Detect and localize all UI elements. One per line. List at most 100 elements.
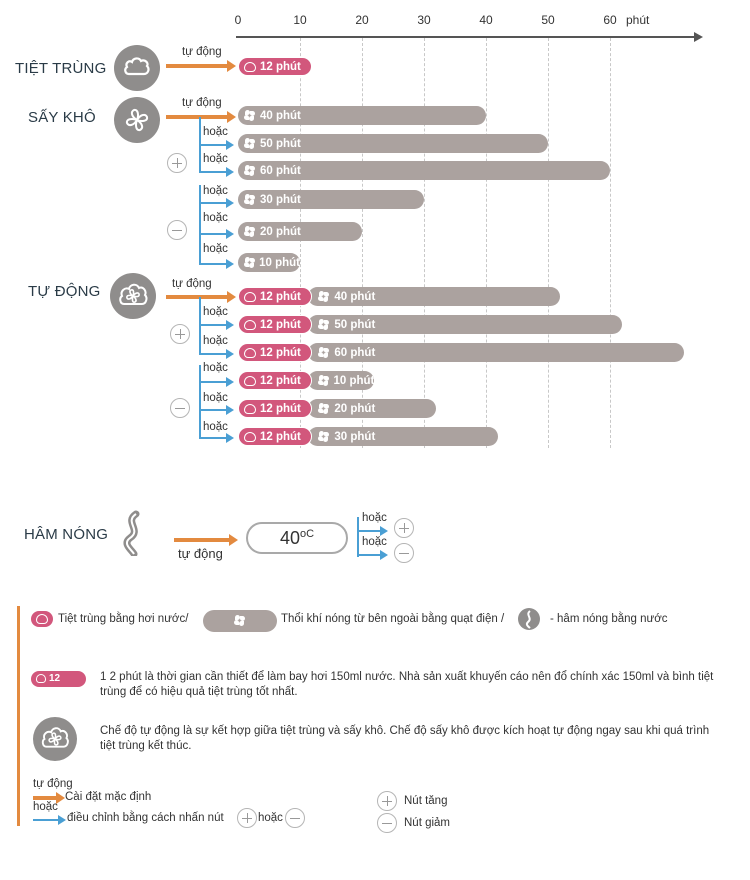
or-label: hoặc (203, 335, 228, 347)
mode-say-kho-label: SẤY KHÔ (28, 109, 96, 126)
auto-label: tự động (182, 97, 222, 109)
plus-button[interactable] (167, 153, 187, 173)
auto-arrow (166, 64, 228, 68)
or-arrowhead (226, 198, 234, 208)
auto-arrow (166, 295, 228, 299)
steam-bar: 12 phút (238, 343, 313, 362)
mins-explanation: 1 2 phút là thời gian cần thiết để làm b… (100, 671, 714, 698)
steam-bar: 12 phút (238, 57, 313, 76)
fan-icon (318, 374, 330, 387)
minus-button[interactable] (394, 543, 414, 563)
minus-button-label: Nút giảm (404, 817, 451, 829)
or-arrow (33, 819, 59, 821)
or-text: hoặc (258, 812, 283, 824)
dry-bar: 30 phút (308, 427, 499, 446)
dry-bar: 20 phút (308, 399, 437, 418)
or-branch-line (357, 517, 359, 557)
steam-bar: 12 phút (238, 287, 313, 306)
steam-bar: 12 phút (238, 399, 313, 418)
or-label: hoặc (203, 185, 228, 197)
or-arrow (199, 144, 227, 146)
or-arrowhead (380, 550, 388, 560)
auto-label: tự động (172, 278, 212, 290)
steam-icon (244, 403, 256, 414)
auto-mode-icon (110, 273, 156, 319)
or-arrow (199, 409, 227, 411)
or-branch-line (199, 297, 201, 355)
or-arrow (199, 437, 227, 439)
axis-tick-label: 60 (603, 13, 617, 27)
or-arrowhead (226, 349, 234, 359)
axis-tick-label: 50 (541, 13, 555, 27)
axis-tick-label: 30 (417, 13, 431, 27)
fan-legend-swatch (203, 610, 277, 632)
or-arrow (199, 263, 227, 265)
warm-legend-icon (518, 608, 540, 630)
default-setting-text: Cài đặt mặc định (65, 791, 152, 803)
or-branch-line (199, 365, 201, 437)
axis-unit: phút (626, 13, 650, 27)
plus-button[interactable] (237, 808, 257, 828)
grid-line (300, 38, 301, 448)
fan-icon (318, 290, 330, 303)
axis-tick-label: 10 (293, 13, 307, 27)
mode-tiet-trung-label: TIỆT TRÙNG (15, 60, 107, 77)
or-arrowhead (226, 405, 234, 415)
default-arrow (33, 796, 57, 800)
or-label: hoặc (33, 801, 58, 813)
or-arrow (199, 353, 227, 355)
axis-tick-label: 20 (355, 13, 369, 27)
or-arrowhead (226, 259, 234, 269)
or-label: hoặc (203, 306, 228, 318)
fan-icon (318, 346, 330, 359)
steam-legend-text: Tiệt trùng bằng hơi nước/ (58, 613, 189, 625)
or-arrowhead (226, 140, 234, 150)
fan-icon (318, 402, 330, 415)
fan-icon (244, 193, 256, 206)
or-label: hoặc (203, 243, 228, 255)
or-arrowhead (226, 320, 234, 330)
steam-icon (244, 61, 256, 72)
auto-arrow (174, 538, 230, 542)
plus-button[interactable] (394, 518, 414, 538)
steam-icon (244, 431, 256, 442)
minus-button[interactable] (285, 808, 305, 828)
grid-line (548, 38, 549, 448)
steam-mode-icon (114, 45, 160, 91)
minus-legend-icon (377, 813, 397, 833)
or-arrowhead (226, 433, 234, 443)
or-arrowhead (226, 229, 234, 239)
auto-label: tự động (182, 46, 222, 58)
dry-bar: 10 phút (308, 371, 375, 390)
auto-explanation: Chế độ tự động là sự kết hợp giữa tiệt t… (100, 725, 710, 752)
dry-bar: 50 phút (308, 315, 623, 334)
fan-icon (244, 256, 255, 269)
auto-arrowhead (227, 60, 236, 72)
fan-icon (234, 615, 246, 627)
steam-bar: 12 phút (238, 371, 313, 390)
fan-icon (244, 109, 256, 122)
auto-arrowhead (227, 291, 236, 303)
steam-icon (36, 674, 46, 683)
grid-line (486, 38, 487, 448)
or-arrow (199, 171, 227, 173)
auto-legend-icon (33, 717, 77, 761)
or-arrow (199, 381, 227, 383)
or-branch-line (199, 185, 201, 265)
minus-button[interactable] (167, 220, 187, 240)
or-arrow (199, 233, 227, 235)
adjust-text: điều chỉnh bằng cách nhấn nút (67, 812, 224, 824)
dry-bar: 50 phút (238, 134, 548, 153)
fan-legend-text: Thổi khí nóng từ bên ngoài bằng quạt điệ… (281, 613, 505, 625)
fan-icon (244, 225, 256, 238)
or-label: hoặc (203, 153, 228, 165)
steam-icon (244, 375, 256, 386)
plus-button[interactable] (170, 324, 190, 344)
axis-tick-label: 0 (234, 13, 242, 27)
or-arrowhead (226, 377, 234, 387)
dry-bar: 10 phút (238, 253, 300, 272)
or-arrowhead (380, 526, 388, 536)
or-label: hoặc (203, 392, 228, 404)
warm-legend-text: - hâm nóng bằng nước (550, 613, 668, 625)
minus-button[interactable] (170, 398, 190, 418)
